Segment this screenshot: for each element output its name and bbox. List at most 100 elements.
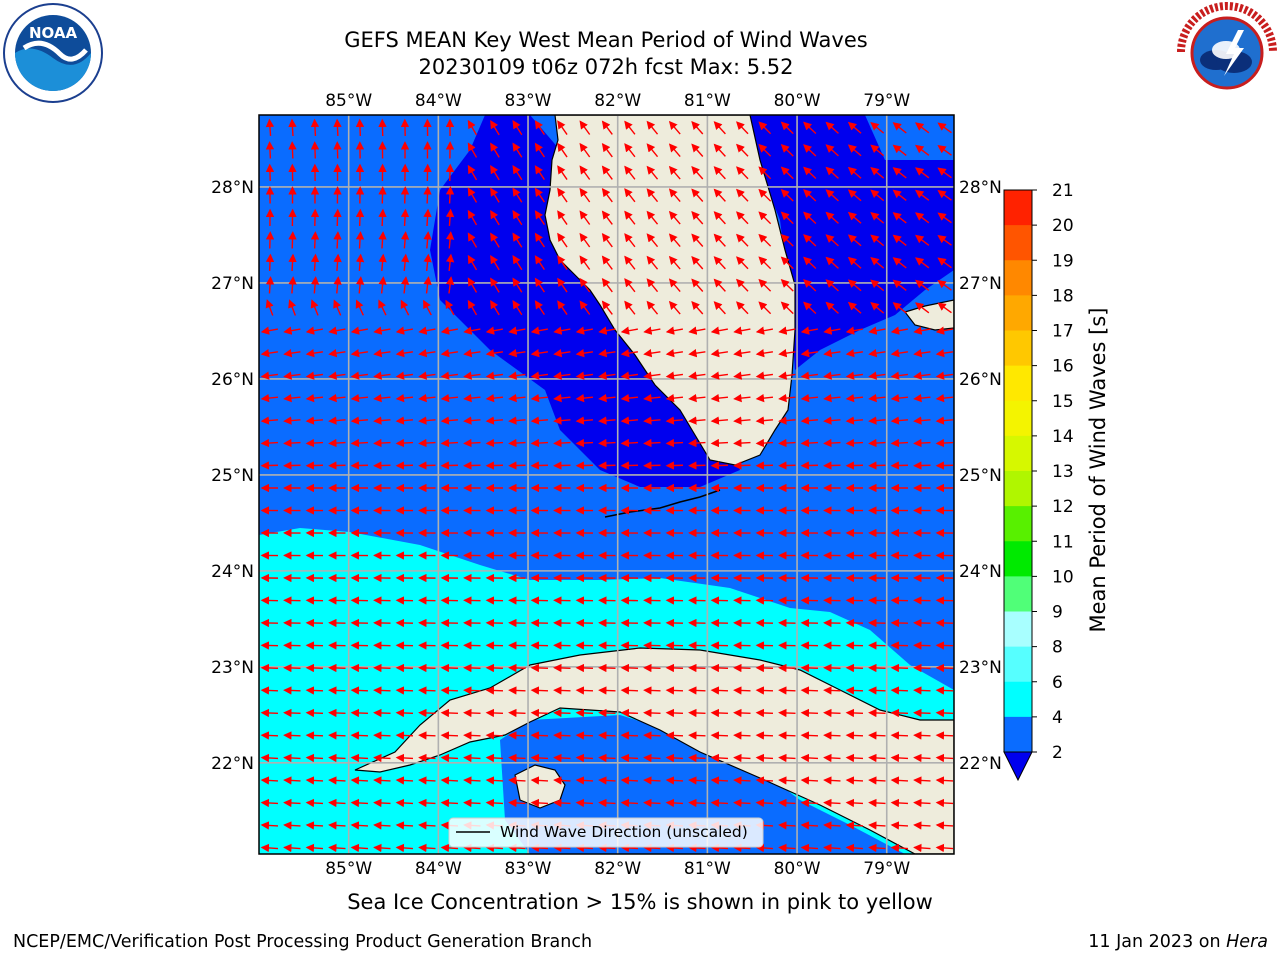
wave-direction-arrow xyxy=(378,276,387,294)
wave-direction-arrow xyxy=(646,255,659,270)
wave-direction-arrow xyxy=(350,371,369,380)
wave-direction-arrow xyxy=(350,348,369,358)
wave-direction-arrow xyxy=(803,234,817,247)
wave-direction-arrow xyxy=(733,776,751,785)
wave-direction-arrow xyxy=(758,188,772,202)
wave-direction-arrow xyxy=(800,776,819,785)
wave-direction-arrow xyxy=(557,142,568,158)
wave-direction-arrow xyxy=(668,278,681,293)
wave-direction-arrow xyxy=(467,164,478,181)
wave-direction-arrow xyxy=(913,371,931,380)
wave-direction-arrow xyxy=(445,208,455,227)
lon-tick-top: 81°W xyxy=(684,91,731,111)
wave-direction-arrow xyxy=(847,189,862,202)
wave-direction-arrow xyxy=(328,731,346,740)
wave-direction-arrow xyxy=(870,144,885,157)
wave-direction-arrow xyxy=(733,416,751,425)
wave-direction-arrow xyxy=(575,326,594,335)
footer-date: 11 Jan 2023 on Hera xyxy=(1088,932,1268,952)
wave-direction-arrow xyxy=(870,279,885,292)
footer-credit: NCEP/EMC/Verification Post Processing Pr… xyxy=(13,932,593,952)
wave-direction-arrow xyxy=(423,186,432,204)
wave-direction-arrow xyxy=(463,686,481,695)
wave-direction-arrow xyxy=(643,708,661,718)
wave-direction-arrow xyxy=(643,416,661,425)
wave-direction-arrow xyxy=(305,348,324,358)
wave-direction-arrow xyxy=(913,798,931,808)
wave-direction-arrow xyxy=(601,165,613,180)
wave-direction-arrow xyxy=(305,326,324,335)
wave-direction-arrow xyxy=(935,438,954,448)
wave-direction-arrow xyxy=(260,843,279,853)
wave-direction-arrow xyxy=(440,416,459,425)
wave-direction-arrow xyxy=(530,663,549,673)
wave-direction-arrow xyxy=(508,348,526,358)
wave-direction-arrow xyxy=(755,326,774,335)
wave-direction-arrow xyxy=(260,393,279,403)
wave-direction-arrow xyxy=(870,234,885,247)
wave-direction-arrow xyxy=(305,798,324,808)
colorbar-bin xyxy=(1004,611,1032,648)
wave-direction-arrow xyxy=(778,708,796,718)
wave-direction-arrow xyxy=(508,798,526,808)
wave-direction-arrow xyxy=(440,371,459,380)
wave-direction-arrow xyxy=(310,231,320,249)
wave-direction-arrow xyxy=(755,843,774,853)
wave-direction-arrow xyxy=(260,798,279,808)
wave-direction-arrow xyxy=(868,798,886,808)
wave-direction-arrow xyxy=(598,798,616,808)
wave-direction-arrow xyxy=(668,210,681,225)
wave-direction-arrow xyxy=(868,753,886,763)
wave-direction-arrow xyxy=(440,461,459,470)
wave-direction-arrow xyxy=(283,461,301,470)
wave-direction-arrow xyxy=(915,189,930,201)
wave-direction-arrow xyxy=(665,416,684,425)
wave-direction-arrow xyxy=(400,253,410,272)
wave-direction-arrow xyxy=(395,821,414,830)
wave-direction-arrow xyxy=(418,438,436,448)
wave-direction-arrow xyxy=(620,371,639,380)
wave-direction-arrow xyxy=(485,708,504,718)
wave-direction-arrow xyxy=(890,776,909,785)
wave-direction-arrow xyxy=(803,301,817,314)
wave-direction-arrow xyxy=(534,187,545,203)
wave-direction-arrow xyxy=(463,753,481,763)
wave-direction-arrow xyxy=(892,257,907,269)
wave-direction-arrow xyxy=(913,843,931,853)
wave-direction-arrow xyxy=(713,233,726,247)
wave-direction-arrow xyxy=(485,663,504,673)
wave-direction-arrow xyxy=(665,686,684,695)
wave-direction-arrow xyxy=(845,843,864,853)
wave-direction-arrow xyxy=(373,461,391,470)
colorbar-tick-label: 19 xyxy=(1052,251,1074,271)
wave-direction-arrow xyxy=(915,234,930,246)
colorbar-bin xyxy=(1004,190,1032,226)
axis-tick-labels: 85°W 85°W 84°W 84°W 83°W 83°W 82°W 82°W 81°W 81°W… xyxy=(211,91,1002,879)
wave-direction-arrow xyxy=(601,300,613,315)
wave-direction-arrow xyxy=(601,232,613,248)
wave-direction-arrow xyxy=(890,731,909,740)
wave-direction-arrow xyxy=(823,663,841,673)
wave-direction-arrow xyxy=(778,821,796,830)
wave-direction-arrow xyxy=(778,798,796,808)
wave-direction-arrow xyxy=(534,277,545,293)
wave-direction-arrow xyxy=(643,461,661,470)
wave-direction-arrow xyxy=(579,277,591,293)
wave-direction-arrow xyxy=(643,326,661,335)
lon-tick-bottom: 81°W xyxy=(684,859,731,879)
wave-direction-arrow xyxy=(598,393,616,403)
wave-direction-arrow xyxy=(755,438,774,448)
wave-direction-arrow xyxy=(758,211,772,225)
wave-direction-arrow xyxy=(868,348,886,358)
map-legend: Wind Wave Direction (unscaled) xyxy=(448,817,764,848)
wave-direction-arrow xyxy=(713,143,726,157)
wave-direction-arrow xyxy=(803,256,817,269)
wave-direction-arrow xyxy=(868,776,886,785)
wave-direction-arrow xyxy=(691,143,704,157)
wave-direction-arrow xyxy=(530,416,549,425)
wave-direction-arrow xyxy=(688,393,706,403)
wave-direction-arrow xyxy=(283,731,301,740)
wave-direction-arrow xyxy=(423,231,432,249)
wave-direction-arrow xyxy=(328,776,346,785)
wave-direction-arrow xyxy=(825,234,839,247)
